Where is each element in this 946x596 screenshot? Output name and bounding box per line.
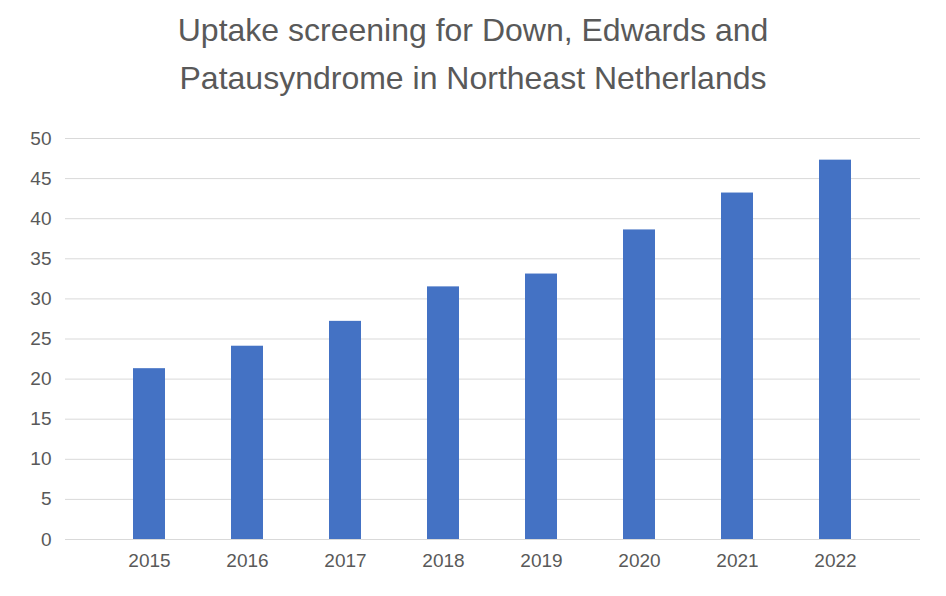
svg-text:20: 20 (30, 368, 51, 389)
svg-text:25: 25 (30, 328, 51, 349)
svg-text:15: 15 (30, 408, 51, 429)
svg-text:2021: 2021 (716, 550, 758, 571)
svg-text:2022: 2022 (814, 550, 856, 571)
svg-text:2020: 2020 (618, 550, 660, 571)
svg-text:30: 30 (30, 288, 51, 309)
svg-text:2015: 2015 (128, 550, 170, 571)
svg-text:5: 5 (41, 488, 52, 509)
html-text:Uptake screening for Down, Edw: Uptake screening for Down, Edwards and P… (177, 12, 769, 96)
svg-text:2016: 2016 (226, 550, 268, 571)
svg-text:2018: 2018 (422, 550, 464, 571)
svg-text:10: 10 (30, 448, 51, 469)
svg-text:2017: 2017 (324, 550, 366, 571)
svg-text:0: 0 (41, 529, 52, 550)
svg-text:2019: 2019 (520, 550, 562, 571)
svg-text:40: 40 (30, 208, 51, 229)
svg-text:35: 35 (30, 248, 51, 269)
svg-text:50: 50 (30, 128, 51, 149)
svg-text:45: 45 (30, 168, 51, 189)
